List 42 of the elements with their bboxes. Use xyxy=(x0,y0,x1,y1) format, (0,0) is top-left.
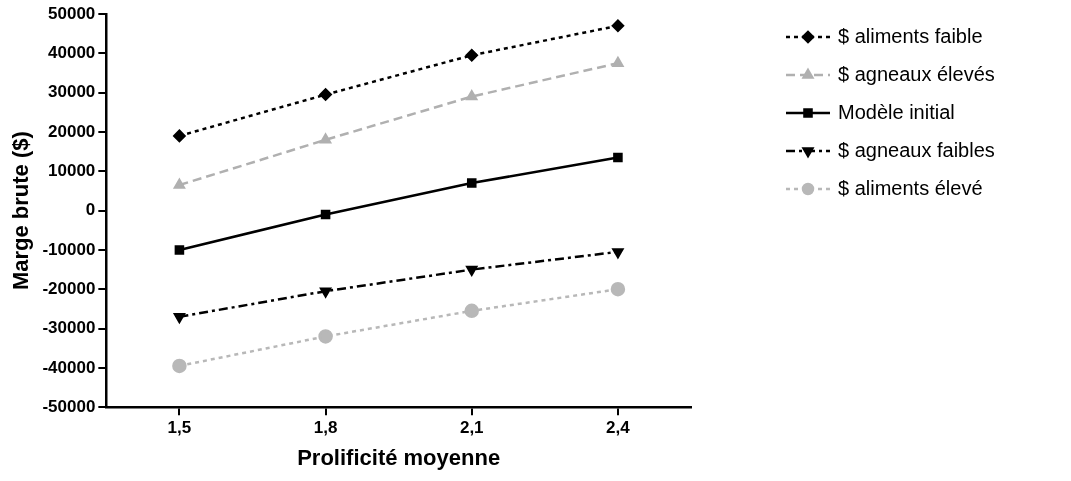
point xyxy=(611,19,625,33)
legend-label: $ aliments faible xyxy=(838,24,983,47)
point xyxy=(174,245,185,255)
point xyxy=(466,90,478,101)
point xyxy=(613,152,623,163)
x-tick-label: 2,4 xyxy=(606,418,631,438)
point xyxy=(466,178,477,188)
point xyxy=(466,265,478,276)
x-tick-label: 1,8 xyxy=(313,418,338,438)
point xyxy=(612,56,624,67)
legend-label: $ agneaux élevés xyxy=(838,62,995,85)
point xyxy=(465,49,478,62)
legend-label: $ aliments élevé xyxy=(838,176,983,199)
point xyxy=(173,313,185,324)
y-tick-label: 10000 xyxy=(48,160,96,180)
y-tick-label: 30000 xyxy=(48,82,96,102)
point xyxy=(173,178,185,189)
point xyxy=(172,358,187,374)
y-axis-title: Marge brute ($) xyxy=(8,131,34,291)
point xyxy=(320,287,332,298)
y-tick-label: -10000 xyxy=(42,239,96,259)
point xyxy=(318,329,333,344)
legend-label: Modèle initial xyxy=(838,100,955,123)
x-tick-label: 2,1 xyxy=(459,418,484,438)
point xyxy=(612,248,624,259)
y-tick-label: 0 xyxy=(85,200,96,220)
y-tick-label: 40000 xyxy=(48,43,96,63)
y-tick-label: -40000 xyxy=(42,357,96,377)
legend-label: $ agneaux faibles xyxy=(838,138,995,161)
x-axis-title: Prolificité moyenne xyxy=(297,444,501,470)
y-tick-label: -30000 xyxy=(42,318,96,338)
y-tick-label: 50000 xyxy=(48,3,96,23)
point xyxy=(464,303,479,319)
point xyxy=(320,209,331,220)
y-tick-label: -50000 xyxy=(42,396,96,416)
point xyxy=(319,88,332,101)
point xyxy=(320,133,332,144)
y-tick-label: -20000 xyxy=(42,278,96,298)
point xyxy=(173,129,186,143)
y-tick-label: 20000 xyxy=(48,121,96,141)
x-tick-label: 1,5 xyxy=(167,418,192,438)
point xyxy=(610,281,626,297)
